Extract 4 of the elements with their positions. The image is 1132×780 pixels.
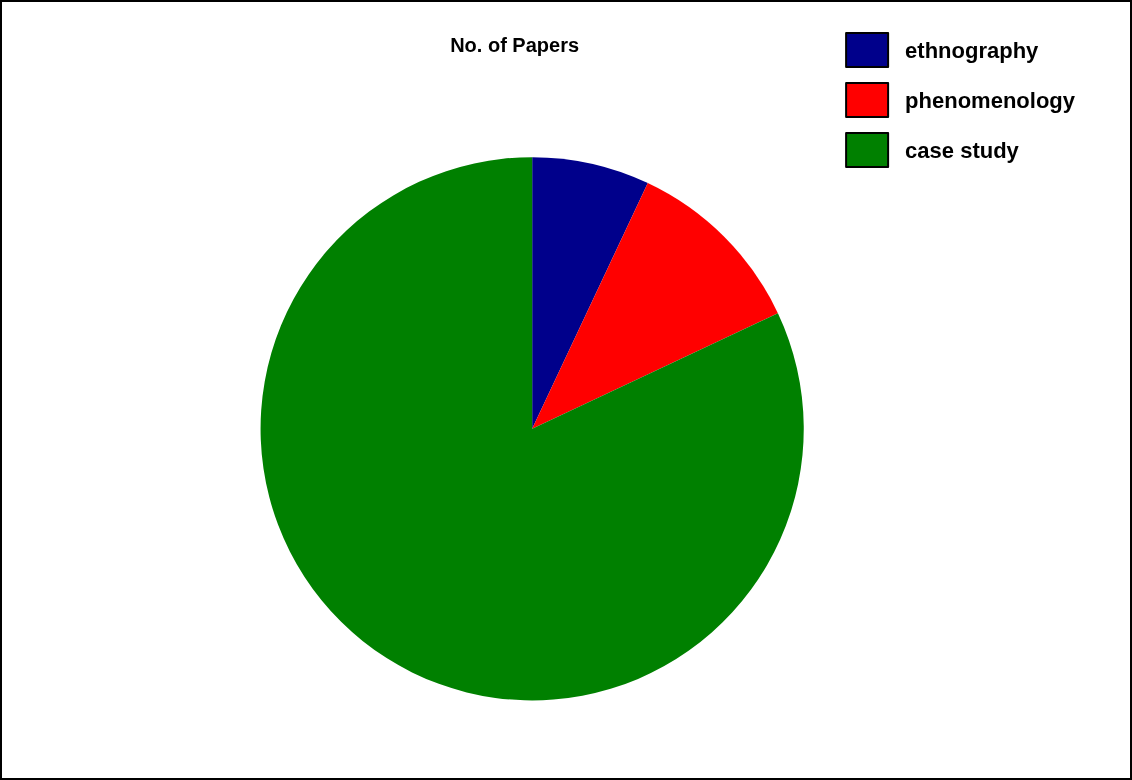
chart-title: No. of Papers xyxy=(450,34,580,56)
legend-label: phenomenology xyxy=(905,87,1076,113)
legend-label: ethnography xyxy=(905,37,1040,63)
legend-label: case study xyxy=(905,137,1020,163)
